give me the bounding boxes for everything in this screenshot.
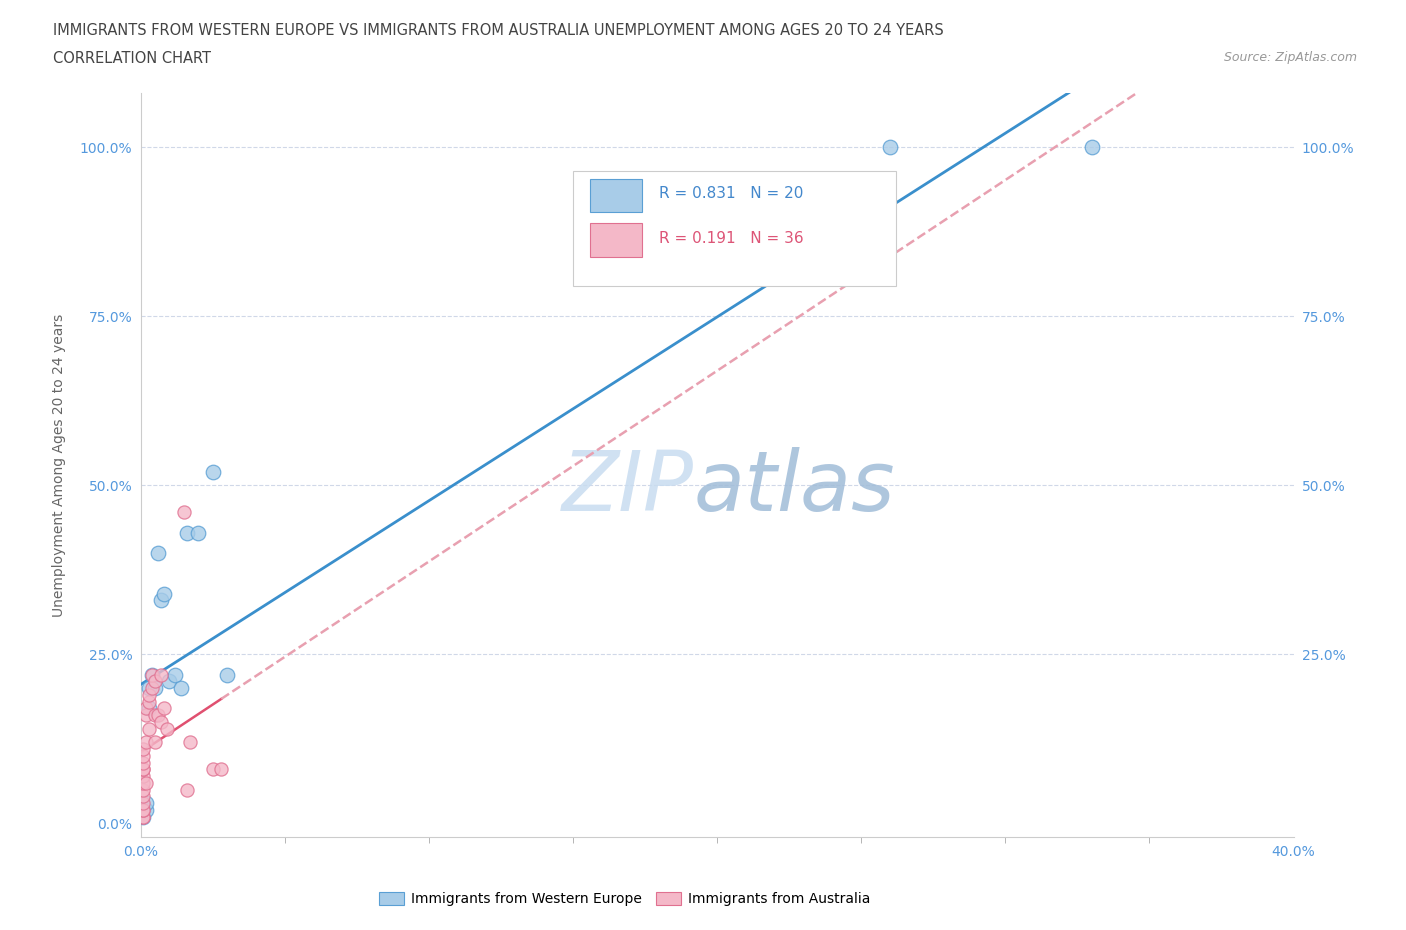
Point [146, 708, 169, 723]
Point [132, 769, 155, 784]
Point [132, 809, 155, 824]
Point [879, 140, 901, 154]
Point [132, 755, 155, 770]
Point [159, 674, 180, 689]
Legend: Immigrants from Western Europe, Immigrants from Australia: Immigrants from Western Europe, Immigran… [374, 887, 876, 912]
Point [170, 681, 193, 696]
Text: R = 0.831   N = 20: R = 0.831 N = 20 [659, 186, 804, 201]
Point [138, 722, 160, 737]
Point [209, 762, 232, 777]
Point [146, 546, 169, 561]
Point [179, 735, 201, 750]
Point [138, 681, 160, 696]
Point [135, 776, 157, 790]
Point [201, 762, 224, 777]
Point [141, 681, 163, 696]
Point [149, 667, 172, 682]
Point [135, 708, 157, 723]
Point [141, 667, 163, 682]
Point [132, 762, 155, 777]
Point [155, 722, 177, 737]
Point [173, 505, 195, 520]
Point [176, 782, 198, 797]
Point [132, 803, 155, 817]
Point [143, 681, 166, 696]
Point [143, 708, 166, 723]
Text: R = 0.191   N = 36: R = 0.191 N = 36 [659, 231, 804, 246]
Point [135, 796, 157, 811]
Text: ZIP: ZIP [562, 446, 695, 528]
Point [135, 701, 157, 716]
Point [138, 695, 160, 710]
Point [132, 809, 155, 824]
Point [135, 803, 157, 817]
Point [138, 687, 160, 702]
Point [132, 789, 155, 804]
Point [176, 525, 198, 540]
Point [143, 735, 166, 750]
Point [141, 667, 163, 682]
Point [152, 586, 174, 601]
FancyBboxPatch shape [591, 223, 643, 257]
Point [135, 735, 157, 750]
Text: Source: ZipAtlas.com: Source: ZipAtlas.com [1223, 51, 1357, 64]
FancyBboxPatch shape [591, 179, 643, 212]
Point [143, 674, 166, 689]
Point [201, 464, 224, 479]
Y-axis label: Unemployment Among Ages 20 to 24 years: Unemployment Among Ages 20 to 24 years [52, 313, 66, 617]
Point [149, 592, 172, 607]
Point [132, 776, 155, 790]
Text: IMMIGRANTS FROM WESTERN EUROPE VS IMMIGRANTS FROM AUSTRALIA UNEMPLOYMENT AMONG A: IMMIGRANTS FROM WESTERN EUROPE VS IMMIGR… [53, 23, 945, 38]
Point [132, 809, 155, 824]
Point [132, 803, 155, 817]
Point [1081, 140, 1104, 154]
Point [217, 667, 239, 682]
Text: atlas: atlas [695, 446, 896, 528]
Point [165, 667, 187, 682]
Point [149, 714, 172, 729]
Point [132, 749, 155, 764]
Point [152, 701, 174, 716]
Point [138, 701, 160, 716]
Point [132, 796, 155, 811]
Point [132, 741, 155, 756]
Point [187, 525, 209, 540]
Point [132, 762, 155, 777]
FancyBboxPatch shape [574, 171, 896, 286]
Text: CORRELATION CHART: CORRELATION CHART [53, 51, 211, 66]
Point [132, 782, 155, 797]
Point [132, 803, 155, 817]
